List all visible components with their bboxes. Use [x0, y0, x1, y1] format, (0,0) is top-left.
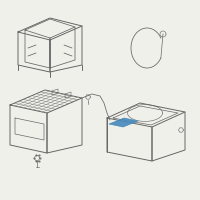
Polygon shape: [109, 118, 138, 127]
